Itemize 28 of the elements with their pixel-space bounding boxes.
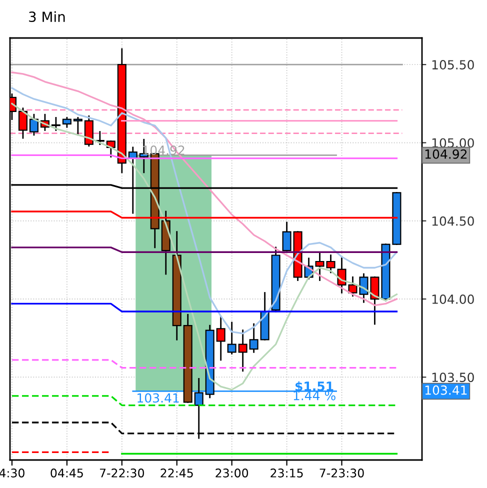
- text: 104.92: [425, 149, 467, 159]
- text: 103.41: [425, 385, 467, 395]
- candlestick: [249, 323, 258, 353]
- candlestick: [18, 108, 28, 139]
- candlestick: [84, 115, 94, 147]
- line-series: [11, 72, 398, 306]
- x-tick-label: 7-22:30: [100, 468, 144, 478]
- candlestick: [216, 316, 226, 361]
- x-tick-label: 7-23:30: [320, 468, 364, 478]
- chart-title: 3 Min: [29, 11, 65, 22]
- x-tick-label: 23:15: [270, 468, 303, 478]
- annotation: 1.44 %: [294, 390, 336, 400]
- x-tick-label: 22:45: [160, 468, 193, 478]
- candlestick: [51, 117, 60, 131]
- candlestick: [238, 330, 248, 372]
- y-tick-label: 103.50: [432, 372, 474, 382]
- line-series: [11, 87, 398, 334]
- x-tick-label: 04:45: [50, 468, 83, 478]
- y-tick-label: 105.50: [432, 60, 474, 70]
- y-tick-label: 104.00: [432, 294, 474, 304]
- candlestick: [227, 322, 236, 354]
- candlestick: [282, 222, 292, 252]
- y-tick-label: 104.50: [432, 216, 474, 226]
- candlestick: [62, 117, 72, 128]
- x-tick-label: 23:00: [216, 468, 248, 478]
- candlestick: [73, 117, 82, 136]
- ref-line-label: 103.41: [138, 393, 179, 403]
- candlestick: [29, 114, 38, 136]
